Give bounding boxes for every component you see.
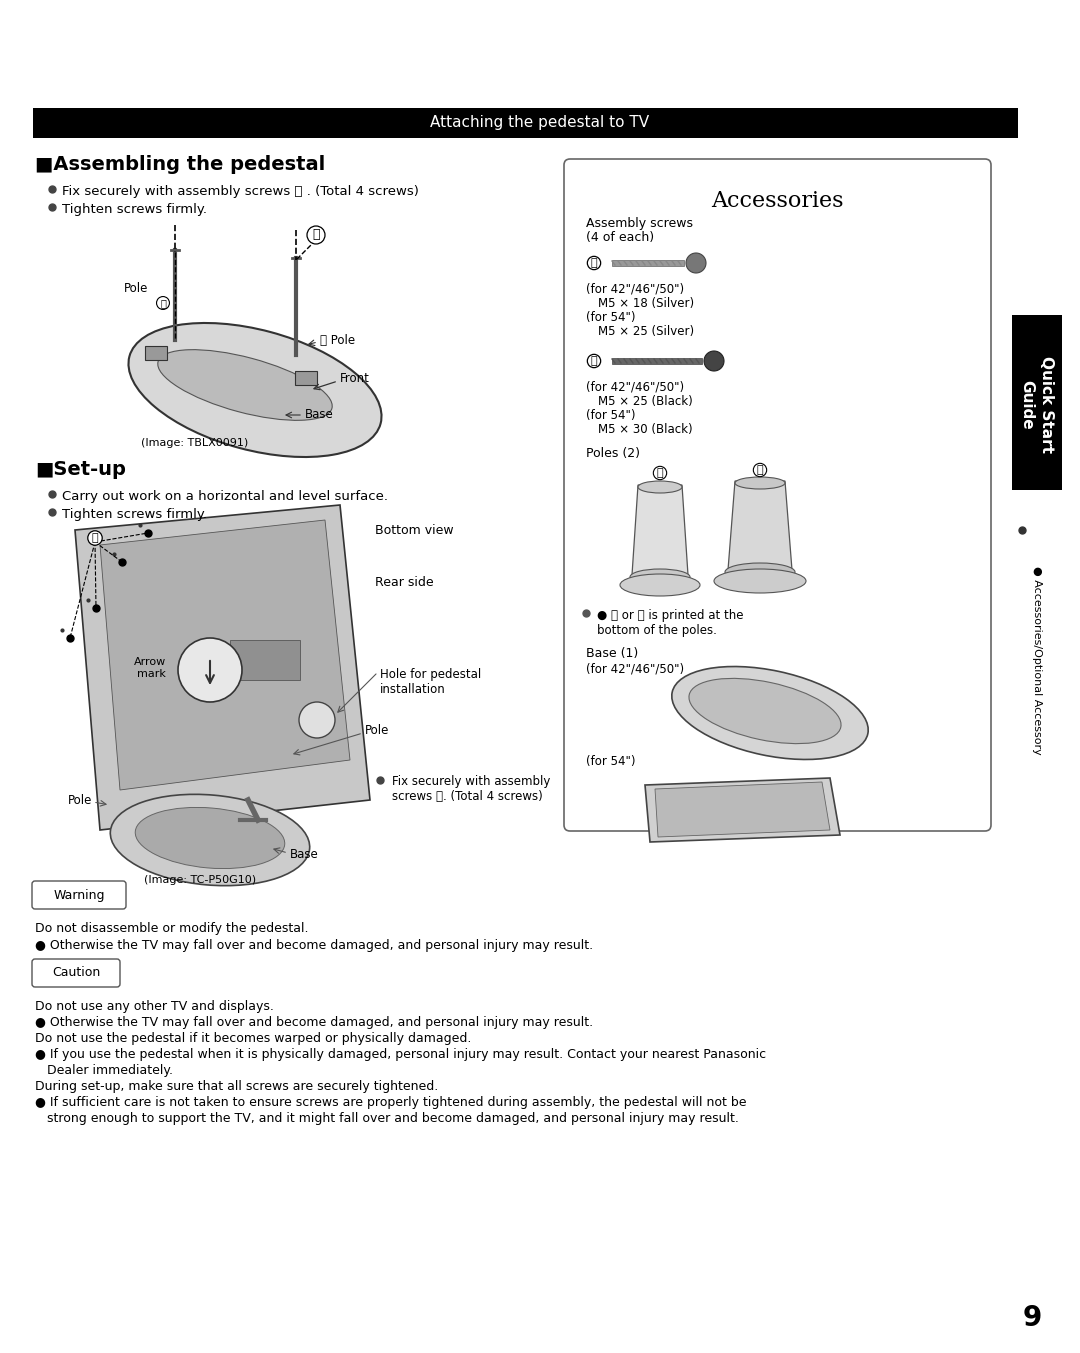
Ellipse shape [630,570,690,584]
Text: Base (1): Base (1) [586,647,638,660]
Text: Hole for pedestal
installation: Hole for pedestal installation [380,668,482,695]
Text: ● If sufficient care is not taken to ensure screws are properly tightened during: ● If sufficient care is not taken to ens… [35,1096,746,1109]
Text: Bottom view: Bottom view [375,524,454,537]
Text: (4 of each): (4 of each) [586,231,654,244]
Ellipse shape [735,478,785,488]
Ellipse shape [110,794,310,886]
Ellipse shape [135,808,285,869]
Text: 9: 9 [1023,1304,1041,1331]
Text: strong enough to support the TV, and it might fall over and become damaged, and : strong enough to support the TV, and it … [35,1112,739,1124]
Polygon shape [75,505,370,829]
Text: Accessories: Accessories [712,189,843,212]
Text: Assembly screws: Assembly screws [586,216,693,230]
Text: Ⓡ: Ⓡ [160,298,166,308]
Text: (for 54"): (for 54") [586,409,635,422]
Text: Fix securely with assembly screws Ⓐ . (Total 4 screws): Fix securely with assembly screws Ⓐ . (T… [62,185,419,198]
Text: (for 42"/46"/50"): (for 42"/46"/50") [586,662,684,675]
Text: ■Assembling the pedestal: ■Assembling the pedestal [35,156,325,175]
Bar [1012,315,1062,490]
Text: Ⓑ: Ⓑ [591,356,597,367]
Text: Ⓐ: Ⓐ [591,258,597,268]
Text: (for 42"/46"/50"): (for 42"/46"/50") [586,382,684,394]
Circle shape [704,350,724,371]
Text: Pole: Pole [365,724,390,736]
Text: (Image: TC-P50G10): (Image: TC-P50G10) [144,875,256,885]
Text: Tighten screws firmly.: Tighten screws firmly. [62,203,207,216]
Text: Quick Start
Guide: Quick Start Guide [1020,356,1054,453]
Text: Front: Front [340,372,369,384]
Polygon shape [632,484,688,575]
Text: ⓛ: ⓛ [657,468,663,478]
Text: Attaching the pedestal to TV: Attaching the pedestal to TV [431,115,649,130]
Text: Pole: Pole [123,281,148,295]
Polygon shape [728,482,792,570]
Text: Carry out work on a horizontal and level surface.: Carry out work on a horizontal and level… [62,490,388,503]
Text: Caution: Caution [52,966,100,980]
Text: (for 54"): (for 54") [586,311,635,323]
Text: M5 × 30 (Black): M5 × 30 (Black) [598,423,692,436]
Text: During set-up, make sure that all screws are securely tightened.: During set-up, make sure that all screws… [35,1080,438,1093]
Circle shape [299,702,335,737]
Text: ● If you use the pedestal when it is physically damaged, personal injury may res: ● If you use the pedestal when it is phy… [35,1049,766,1061]
Bar [230,640,300,681]
FancyBboxPatch shape [32,959,120,986]
Text: M5 × 25 (Silver): M5 × 25 (Silver) [598,325,694,338]
Text: Ⓐ: Ⓐ [312,229,320,241]
Text: Arrow
mark: Arrow mark [134,658,166,679]
Text: Do not disassemble or modify the pedestal.: Do not disassemble or modify the pedesta… [35,921,309,935]
Text: Base: Base [305,409,334,422]
Ellipse shape [158,349,333,421]
Text: M5 × 18 (Silver): M5 × 18 (Silver) [598,298,694,310]
FancyBboxPatch shape [564,160,991,831]
Bar [145,346,167,360]
Ellipse shape [689,678,841,744]
Ellipse shape [672,667,868,759]
Bar [612,359,702,364]
Text: Warning: Warning [53,889,105,901]
Ellipse shape [129,323,381,457]
Text: Base: Base [291,848,319,862]
Text: ● Otherwise the TV may fall over and become damaged, and personal injury may res: ● Otherwise the TV may fall over and bec… [35,1016,593,1030]
Ellipse shape [638,482,681,492]
Text: Ⓡ: Ⓡ [757,465,764,475]
Text: Ⓑ: Ⓑ [92,533,98,543]
Text: Tighten screws firmly.: Tighten screws firmly. [62,507,207,521]
Text: Fix securely with assembly
screws Ⓑ. (Total 4 screws): Fix securely with assembly screws Ⓑ. (To… [392,775,551,802]
Polygon shape [100,520,350,790]
Text: Do not use any other TV and displays.: Do not use any other TV and displays. [35,1000,274,1013]
Circle shape [178,639,242,702]
Text: Dealer immediately.: Dealer immediately. [35,1063,173,1077]
Text: Rear side: Rear side [375,575,434,589]
Text: ● Otherwise the TV may fall over and become damaged, and personal injury may res: ● Otherwise the TV may fall over and bec… [35,939,593,953]
Ellipse shape [725,563,795,580]
Text: ● ⓛ or Ⓡ is printed at the: ● ⓛ or Ⓡ is printed at the [597,609,743,622]
Bar [33,108,1018,138]
Text: Poles (2): Poles (2) [586,446,640,460]
Ellipse shape [714,570,806,593]
Text: ● Accessories/Optional Accessory: ● Accessories/Optional Accessory [1032,566,1042,755]
Text: (for 42"/46"/50"): (for 42"/46"/50") [586,283,684,296]
Bar [612,260,684,267]
Circle shape [686,253,706,273]
Text: M5 × 25 (Black): M5 × 25 (Black) [598,395,692,409]
Text: ⓛ Pole: ⓛ Pole [320,333,355,346]
Text: bottom of the poles.: bottom of the poles. [597,624,717,637]
Text: ■Set-up: ■Set-up [35,460,126,479]
Ellipse shape [620,574,700,597]
Text: (for 54"): (for 54") [586,755,635,769]
FancyBboxPatch shape [32,881,126,909]
Bar [295,371,318,386]
Polygon shape [645,778,840,842]
Polygon shape [654,782,831,838]
Text: (Image: TBLX0091): (Image: TBLX0091) [141,438,248,448]
Text: Pole: Pole [68,793,92,806]
Text: Do not use the pedestal if it becomes warped or physically damaged.: Do not use the pedestal if it becomes wa… [35,1032,471,1045]
